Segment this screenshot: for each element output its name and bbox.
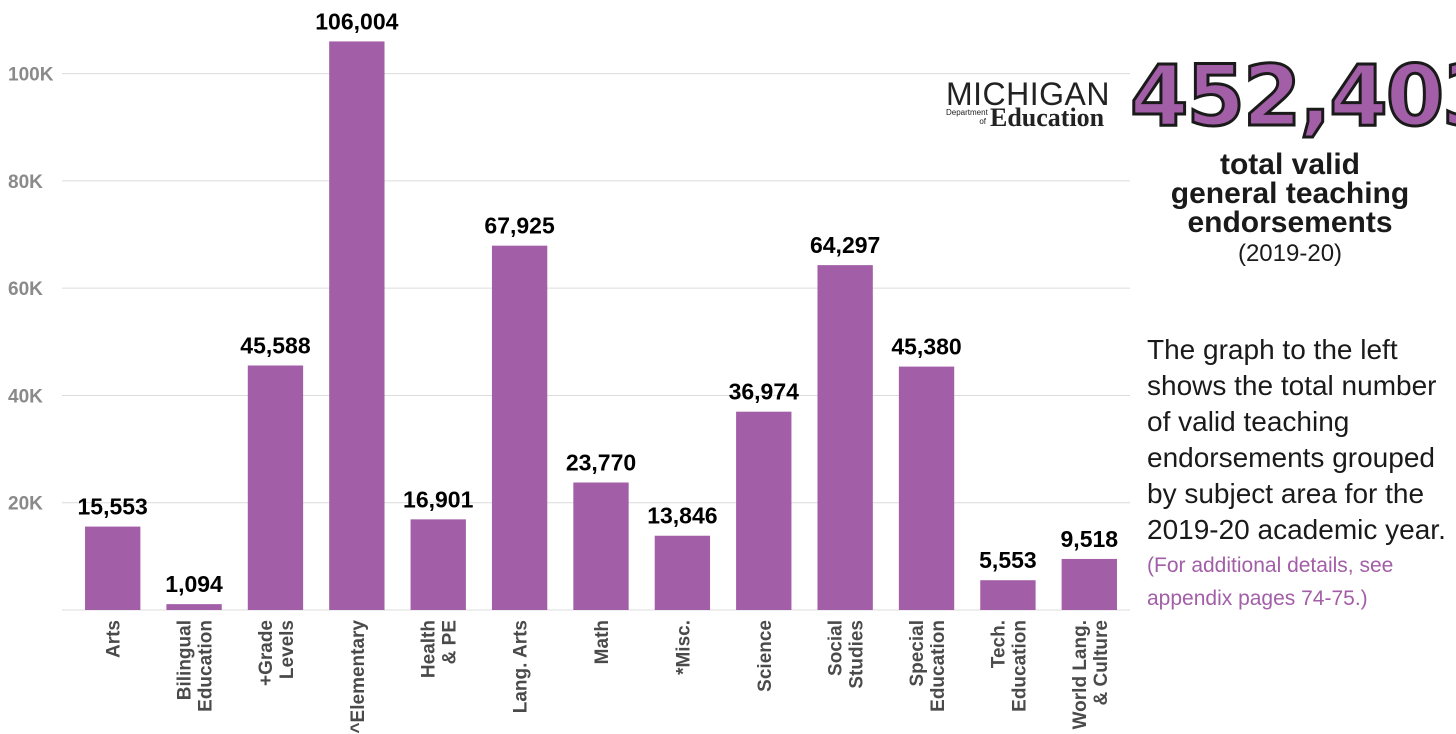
x-tick-label-line: & Culture: [1091, 620, 1112, 706]
bar: [736, 411, 792, 610]
x-tick-label-line: Math: [592, 620, 613, 664]
x-tick-label: Math: [592, 620, 613, 664]
x-tick-label-line: Tech.: [988, 620, 1009, 668]
x-tick-label-line: Lang. Arts: [511, 620, 532, 713]
x-tick-label-line: Education: [196, 620, 217, 712]
michigan-education-logo: MICHIGAN Department of Education: [942, 76, 1122, 132]
x-tick-label: Tech. Education: [988, 620, 1030, 712]
x-tick-label-line: Health: [419, 620, 440, 678]
x-tick-label-line: Education: [1009, 620, 1030, 712]
data-label: 16,901: [403, 486, 474, 512]
bar-chart: 20K 40K 60K 80K 100K 15,553 Arts 1,094 Bilingual…: [8, 8, 1130, 734]
bar: [491, 245, 548, 611]
appendix-note: (For additional details, see appendix pa…: [1147, 554, 1394, 610]
bar: [247, 365, 304, 610]
x-tick-label-line: +Grade: [256, 620, 277, 686]
x-tick-label-line: Arts: [104, 620, 125, 658]
data-label: 36,974: [729, 379, 800, 405]
total-endorsements-label: total valid general teaching endorsement…: [1140, 148, 1440, 239]
bar: [329, 41, 385, 610]
y-tick-label: 100K: [8, 65, 54, 86]
x-tick-label: Health & PE: [419, 620, 461, 678]
label-line: total valid: [1219, 148, 1361, 181]
logo-education-text: Education: [990, 103, 1105, 132]
chart-description: The graph to the left shows the total nu…: [1147, 334, 1446, 545]
x-tick-label-line: Special: [907, 620, 928, 687]
x-tick-label: Bilingual Education: [175, 620, 217, 712]
y-tick-label: 40K: [8, 386, 43, 407]
x-tick-label-line: Education: [928, 620, 949, 712]
bar: [166, 604, 222, 610]
data-label: 1,094: [165, 571, 223, 597]
x-tick-label-line: & PE: [440, 620, 461, 664]
data-label: 5,553: [979, 547, 1037, 573]
label-line: endorsements: [1187, 206, 1393, 239]
x-tick-label: Science: [755, 620, 776, 692]
bar: [980, 580, 1036, 610]
bar: [410, 519, 466, 610]
bar: [85, 526, 141, 610]
x-tick-label-line: Levels: [277, 620, 298, 679]
total-endorsements-number: 452,403: [1129, 47, 1456, 146]
x-tick-label: Lang. Arts: [511, 620, 532, 713]
label-line: general teaching: [1170, 177, 1410, 210]
data-label: 9,518: [1061, 526, 1119, 552]
y-tick-label: 60K: [8, 279, 43, 300]
x-tick-label: Social Studies: [826, 620, 868, 689]
data-label: 45,380: [891, 334, 961, 360]
data-label: 67,925: [484, 213, 555, 239]
x-tick-label-line: ^Elementary: [348, 620, 369, 734]
data-label: 13,846: [647, 503, 717, 529]
x-tick-label: Arts: [104, 620, 125, 658]
data-label: 45,588: [240, 332, 311, 358]
x-tick-label-line: Social: [826, 620, 847, 676]
logo-department-text: Department of: [946, 108, 988, 126]
data-label: 15,553: [78, 494, 148, 520]
x-tick-label: *Misc.: [673, 620, 694, 675]
academic-year: (2019-20): [1237, 240, 1343, 267]
logo-department-line: of: [979, 117, 986, 126]
logo-state-name: MICHIGAN: [946, 76, 1110, 112]
data-label: 23,770: [566, 450, 636, 476]
y-tick-label: 80K: [8, 172, 43, 193]
bar: [817, 265, 873, 610]
bar: [654, 535, 711, 610]
x-tick-label-line: *Misc.: [673, 620, 694, 675]
logo-department-line: Department: [946, 108, 988, 117]
bar: [573, 482, 629, 610]
x-tick-label-line: Bilingual: [175, 620, 196, 700]
x-tick-label: ^Elementary: [348, 620, 369, 734]
x-tick-label-line: World Lang.: [1070, 620, 1091, 729]
bar: [1061, 558, 1117, 610]
x-tick-label-line: Studies: [847, 620, 868, 689]
x-tick-label-line: Science: [755, 620, 776, 692]
x-tick-label: World Lang. & Culture: [1070, 620, 1112, 729]
x-tick-label: Special Education: [907, 620, 949, 712]
bar: [898, 366, 955, 610]
data-label: 64,297: [810, 232, 880, 258]
x-tick-label: +Grade Levels: [256, 620, 298, 686]
y-tick-label: 20K: [8, 494, 43, 515]
data-label: 106,004: [315, 8, 398, 34]
